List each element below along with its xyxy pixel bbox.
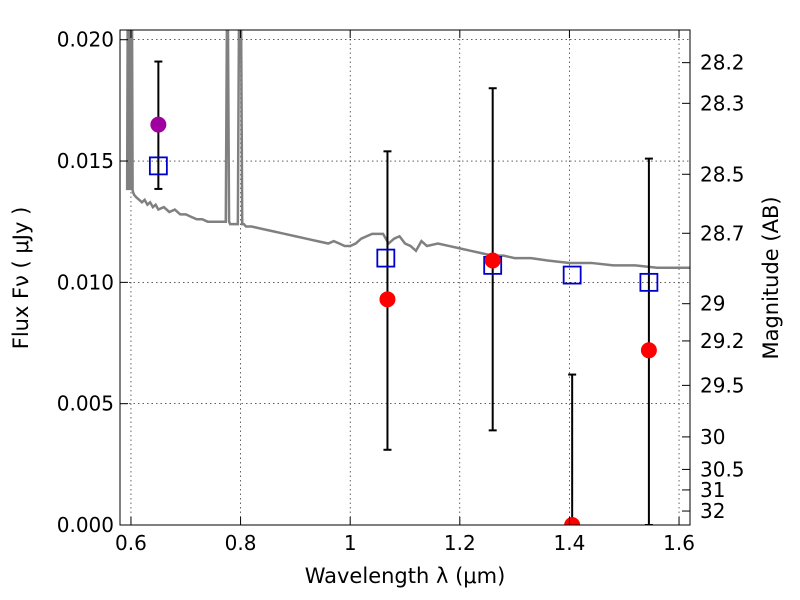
y-tick-label: 0.000 xyxy=(57,513,114,537)
x-tick-labels: 0.6 0.8 1 1.2 1.4 1.6 xyxy=(115,531,695,555)
x-tick-label: 0.8 xyxy=(225,531,257,555)
x-tick-label: 1.2 xyxy=(444,531,476,555)
magnitude-tick-label: 32 xyxy=(700,499,725,523)
x-tick-label: 1.4 xyxy=(554,531,586,555)
y-tick-label: 0.020 xyxy=(57,28,114,52)
synthetic-photometry-point xyxy=(148,156,168,176)
y-axis-label: Flux Fν ( μJy ) xyxy=(9,207,33,350)
x-tick-label: 0.6 xyxy=(115,531,147,555)
y-tick-labels: 0.000 0.005 0.010 0.015 0.020 xyxy=(57,28,114,537)
y-tick-label: 0.010 xyxy=(57,270,114,294)
magnitude-tick-label: 30.5 xyxy=(700,457,745,481)
model-spectrum-line xyxy=(125,30,690,270)
magnitude-tick-label: 28.5 xyxy=(700,162,745,186)
x-tick-label: 1 xyxy=(344,531,357,555)
magnitude-tick-label: 29 xyxy=(700,292,725,316)
y-tick-label: 0.015 xyxy=(57,149,114,173)
magnitude-tick-label: 28.2 xyxy=(700,51,745,75)
observed-flux-point xyxy=(379,291,396,308)
observed-flux-point xyxy=(150,116,167,133)
magnitude-tick-label: 28.3 xyxy=(700,91,745,115)
magnitude-tick-label: 31 xyxy=(700,478,725,502)
y-tick-label: 0.005 xyxy=(57,392,114,416)
synthetic-photometry-point xyxy=(639,272,659,292)
x-axis-label: Wavelength λ (μm) xyxy=(305,564,506,588)
plot-area xyxy=(125,30,690,525)
synthetic-photometry-markers xyxy=(148,156,659,292)
magnitude-tick-label: 29.2 xyxy=(700,329,745,353)
x-tick-label: 1.6 xyxy=(663,531,695,555)
observed-flux-point xyxy=(640,342,657,359)
magnitude-tick-label: 28.7 xyxy=(700,221,745,245)
plot-frame xyxy=(119,29,691,526)
synthetic-photometry-point xyxy=(562,265,582,285)
observed-flux-point xyxy=(564,517,581,525)
magnitude-tick-label: 30 xyxy=(700,425,725,449)
right-y-axis-label: Magnitude (AB) xyxy=(759,196,783,359)
observed-flux-point xyxy=(484,252,501,269)
observed-flux-markers xyxy=(150,116,657,525)
magnitude-tick-label: 29.5 xyxy=(700,373,745,397)
axis-ticks xyxy=(120,30,690,526)
synthetic-photometry-point xyxy=(376,248,396,268)
